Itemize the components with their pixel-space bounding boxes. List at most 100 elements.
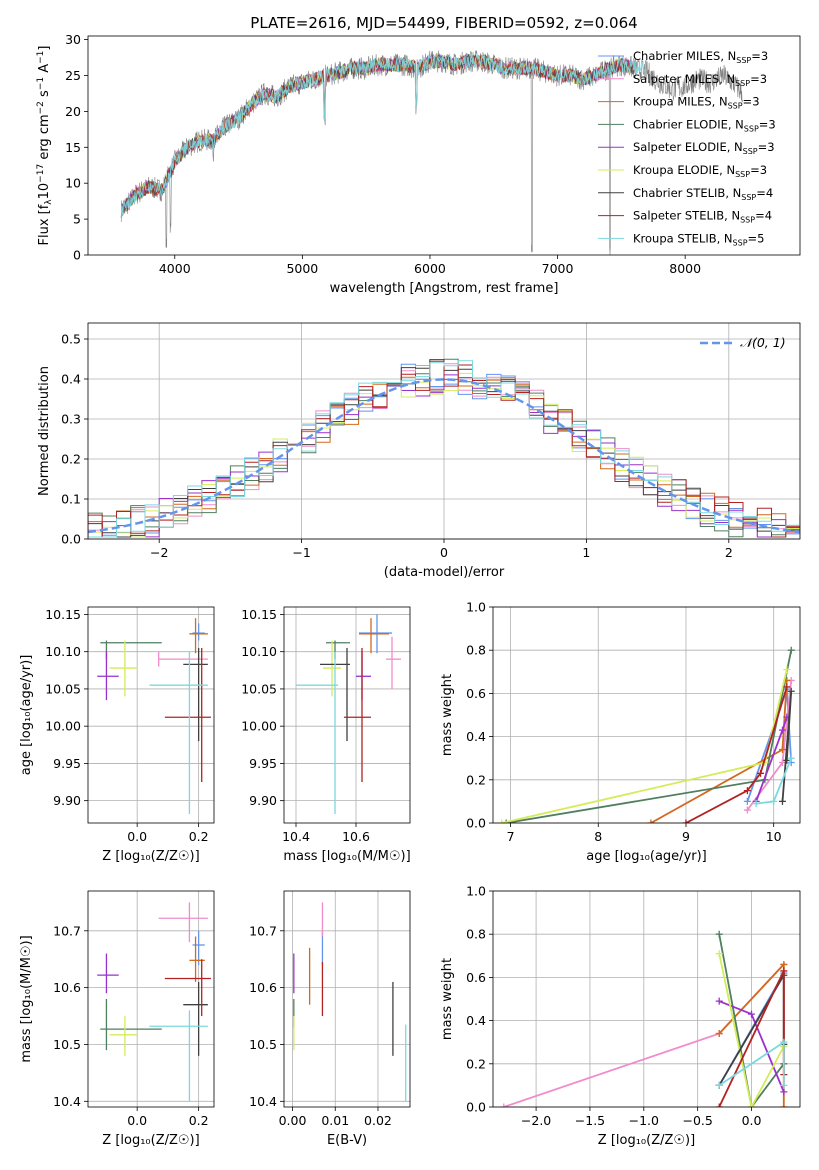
y-tick-label: 0.1: [61, 492, 81, 507]
errorbar-point-8: [149, 1010, 208, 1102]
plot-area: [498, 646, 795, 823]
y-axis-label: age [log₁₀(age/yr)]: [19, 655, 34, 776]
spectrum-panel: 4000 5000 6000 7000 8000 0 5 10 15 20 25 30 waveleng…: [36, 32, 801, 296]
weight-marker: [780, 960, 788, 968]
y-tick-label: 10.4: [249, 1094, 277, 1109]
legend-label-3: Chabrier ELODIE, NSSP=3: [633, 117, 776, 133]
errorbar-point-8: [296, 651, 338, 815]
histogram-7: [88, 360, 800, 538]
y-tick-label: 10.10: [241, 644, 277, 659]
y-tick-label: 0.0: [466, 816, 486, 831]
errorbar-point-3: [100, 999, 162, 1051]
weight-line-7: [685, 686, 788, 823]
x-tick-label: 0.2: [189, 1113, 209, 1128]
x-tick-label: 0.0: [742, 1113, 762, 1128]
weight-marker: [498, 819, 506, 823]
normal-curve: [88, 378, 800, 534]
errorbar-point-2: [189, 936, 205, 982]
y-tick-label: 10.5: [249, 1037, 277, 1052]
weight-marker: [787, 646, 795, 654]
grid: [284, 891, 410, 1107]
y-tick-label: 9.90: [249, 793, 277, 808]
y-tick-label: 0.5: [61, 332, 81, 347]
plot-area: [97, 902, 211, 1102]
y-tick-label: 10.6: [249, 980, 277, 995]
errorbar-point-7: [164, 647, 211, 783]
errorbar-point-8: [149, 651, 208, 815]
legend: Chabrier MILES, NSSP=3 Salpeter MILES, NS…: [598, 49, 776, 247]
x-tick-label: 0: [440, 545, 448, 560]
plot-area: [97, 618, 211, 815]
weight-marker: [743, 787, 751, 795]
errorbar-point-5: [109, 640, 138, 697]
weight-marker: [770, 797, 778, 805]
figure-title: PLATE=2616, MJD=54499, FIBERID=0592, z=0…: [250, 14, 637, 32]
legend-label-7: Salpeter STELIB, NSSP=4: [633, 209, 772, 225]
y-tick-label: 10.00: [45, 719, 81, 734]
x-tick-label: 8: [594, 829, 602, 844]
grid: [88, 607, 214, 823]
plot-area: [120, 50, 743, 255]
mass-vs-metallicity-panel: 0.0 0.2 10.4 10.5 10.6 10.7 Z [log₁₀(Z/Z☉)] mas…: [19, 890, 215, 1148]
weight-marker: [748, 1010, 756, 1018]
x-tick-label: −1.5: [575, 1113, 605, 1128]
legend: 𝒩(0, 1): [700, 335, 786, 350]
weight-marker: [502, 819, 510, 823]
y-tick-label: 1.0: [466, 600, 486, 615]
x-tick-label: 0.2: [189, 829, 209, 844]
weight-line-5: [718, 953, 785, 1107]
model-spectrum-8: [120, 53, 645, 218]
weight-marker: [787, 754, 795, 762]
y-tick-label: 10.05: [241, 681, 277, 696]
axes-frame: −2 −1 0 1 2 0.0 0.1 0.2 0.3 0.4 0.5 (data-model)/er…: [37, 322, 801, 580]
x-axis-label: Z [log₁₀(Z/Z☉)]: [102, 1133, 199, 1148]
weight-line-3: [718, 934, 785, 1107]
errorbar-point-2: [359, 618, 389, 654]
y-tick-label: 20: [65, 104, 81, 119]
errorbar-point-1: [158, 902, 208, 943]
weight-marker: [783, 756, 791, 764]
plot-area: [88, 358, 800, 538]
x-tick-label: 0.02: [364, 1113, 392, 1128]
errorbar-point-5: [109, 1016, 138, 1056]
x-tick-label: 7: [507, 829, 515, 844]
errorbar-point-0: [192, 930, 205, 965]
plot-area: [293, 902, 407, 1102]
y-tick-label: 10.10: [45, 644, 81, 659]
y-tick-label: 30: [65, 32, 81, 47]
errorbar-point-0: [192, 623, 205, 641]
weight-marker: [757, 769, 765, 777]
y-tick-label: 10.15: [45, 607, 81, 622]
y-axis-label-part: λ: [44, 199, 54, 205]
legend-label-8: Kroupa STELIB, NSSP=5: [633, 231, 765, 247]
y-tick-label: 0.6: [466, 686, 486, 701]
axes-frame: 0.0 0.2 10.4 10.5 10.6 10.7 Z [log₁₀(Z/Z☉)] mas…: [19, 890, 215, 1148]
x-tick-label: −0.5: [682, 1113, 712, 1128]
axes-frame: 4000 5000 6000 7000 8000 0 5 10 15 20 25 30 waveleng…: [65, 32, 801, 296]
axes-border: [87, 35, 801, 256]
weight-marker: [647, 819, 655, 823]
age-vs-mass-panel: 10.4 10.6 9.90 9.95 10.00 10.05 10.10 10.15 mass…: [241, 606, 411, 864]
y-tick-label: 0.4: [61, 372, 81, 387]
errorbar-point-4: [356, 651, 371, 701]
errorbar-point-6: [183, 647, 208, 742]
axes-frame: 7 8 9 10 0.0 0.2 0.4 0.6 0.8 1.0 age [log₁₀(age/yr…: [440, 600, 801, 864]
x-tick-label: 0.01: [321, 1113, 349, 1128]
legend-label-0: Chabrier MILES, NSSP=3: [633, 49, 768, 65]
y-axis-label: Flux [fλ​10−17​ erg cm−2​ s−1​ A−1​]: [36, 46, 54, 246]
y-tick-label: 25: [65, 68, 81, 83]
x-tick-label: 1: [582, 545, 590, 560]
weight-marker: [715, 1103, 723, 1107]
legend-label-6: Chabrier STELIB, NSSP=4: [633, 186, 773, 202]
histogram-8: [88, 360, 800, 538]
x-tick-label: 0.0: [127, 829, 147, 844]
x-axis-label: wavelength [Angstrom, rest frame]: [330, 281, 559, 296]
y-axis-label-part: Flux [f: [37, 204, 52, 245]
y-tick-label: 10.00: [241, 719, 277, 734]
y-axis-label: Normed distribution: [37, 366, 52, 496]
x-tick-label: 7000: [542, 261, 574, 276]
x-axis-label: age [log₁₀(age/yr)]: [586, 849, 707, 864]
weight-marker: [780, 1088, 788, 1096]
y-tick-label: 0.2: [466, 1056, 486, 1071]
y-tick-label: 9.90: [53, 793, 81, 808]
